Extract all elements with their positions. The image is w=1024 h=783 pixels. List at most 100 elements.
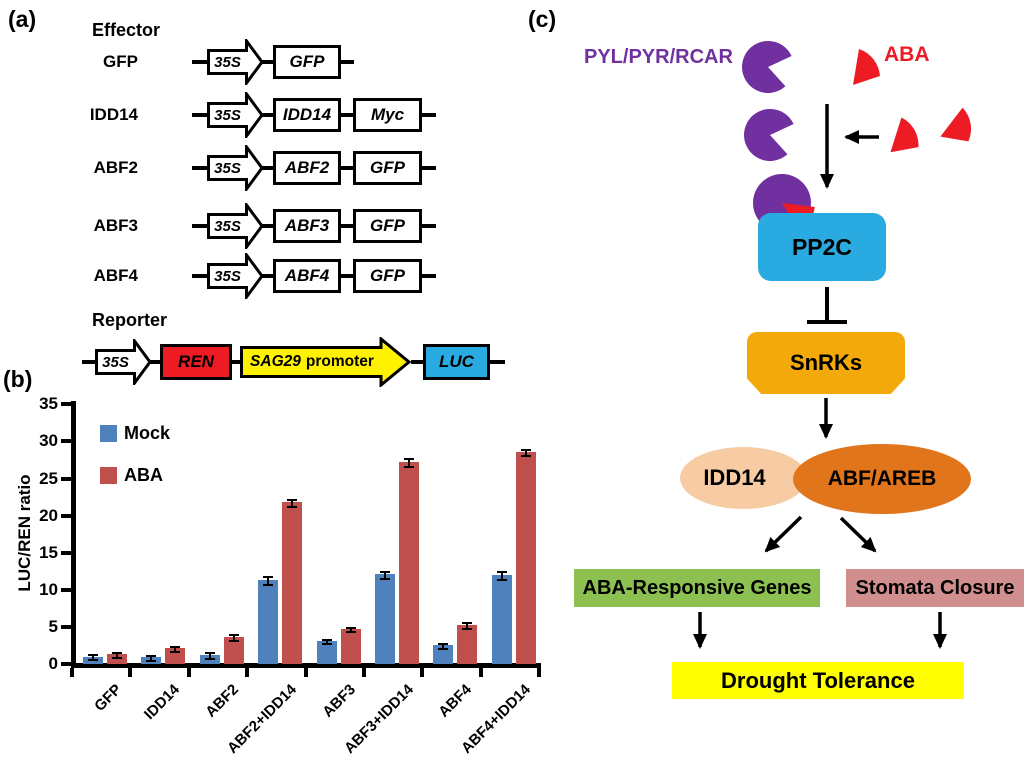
error-bar-stem	[349, 626, 352, 632]
connector-line	[149, 360, 161, 364]
node-aba-responsive-genes: ABA-Responsive Genes	[574, 569, 820, 607]
promoter-arrow: 35S	[207, 250, 264, 302]
error-bar-stem	[150, 655, 153, 660]
sag29-promoter-label: SAG29 promoter	[244, 349, 380, 375]
error-bar-cap	[88, 658, 98, 661]
promoter-label: 35S	[214, 267, 241, 285]
connector-line	[341, 224, 354, 228]
y-axis-line	[71, 401, 76, 668]
tag-box: GFP	[353, 259, 422, 293]
promoter-arrow: 35S	[207, 200, 264, 252]
connector-line	[490, 360, 505, 364]
promoter-label: 35S	[214, 53, 241, 71]
receptor-label: PYL/PYR/RCAR	[584, 46, 733, 68]
y-axis-tick-label: 30	[39, 431, 58, 451]
panel-b-label: (b)	[3, 366, 33, 392]
x-axis-tick	[478, 668, 483, 677]
block-arrow-icon	[207, 142, 264, 194]
error-bar-stem	[92, 654, 94, 659]
connector-line	[231, 360, 241, 364]
connector-line	[341, 113, 354, 117]
connector-line	[262, 274, 274, 278]
reporter-heading: Reporter	[92, 310, 168, 330]
construct-name: GFP	[103, 52, 138, 71]
promoter-label: 35S	[214, 106, 241, 124]
construct-row-gfp: GFP 35S GFP	[0, 36, 540, 88]
error-bar-stem	[524, 448, 527, 455]
error-bar-cap	[404, 465, 414, 468]
panel-a-label: (a)	[8, 6, 37, 32]
gene-box: IDD14	[273, 98, 341, 132]
error-bar-stem	[174, 645, 177, 651]
node-snrks: SnRKs	[747, 332, 905, 394]
gene-box: ABF4	[273, 259, 341, 293]
connector-line	[411, 360, 424, 364]
y-axis-tick-label: 15	[39, 542, 58, 562]
y-axis-tick	[61, 624, 71, 629]
bar-aba-ABF4+IDD14	[515, 451, 536, 664]
block-arrow-icon	[207, 36, 264, 88]
construct-name: IDD14	[89, 105, 138, 124]
error-bar-stem	[267, 576, 270, 584]
sag29-gene-name: SAG29	[250, 353, 301, 370]
luc-box: LUC	[423, 344, 490, 380]
connector-line	[192, 60, 208, 64]
bar-mock-ABF4+IDD14	[491, 574, 512, 664]
legend-swatch-aba	[100, 467, 117, 484]
gene-box: ABF2	[273, 151, 341, 185]
promoter-arrow: 35S	[207, 89, 264, 141]
tag-box: GFP	[353, 209, 422, 243]
error-bar-cap	[345, 631, 356, 634]
bar-aba-GFP	[107, 654, 127, 664]
promoter-word: promoter	[305, 353, 374, 370]
promoter-arrow: 35S	[207, 142, 264, 194]
error-bar-cap	[380, 577, 390, 580]
error-bar-cap	[204, 657, 215, 660]
node-pp2c: PP2C	[758, 213, 886, 281]
x-axis-tick	[128, 668, 133, 677]
inhibition-line	[825, 287, 829, 320]
error-bar-cap	[112, 656, 122, 659]
connector-line	[262, 60, 274, 64]
pyl-receptor-icon	[742, 40, 792, 93]
gene-box: ABF3	[273, 209, 341, 243]
aba-ligand-icon	[890, 117, 919, 153]
x-axis-tick	[420, 668, 425, 677]
block-arrow-icon	[207, 250, 264, 302]
connector-line	[82, 360, 96, 364]
promoter-arrow: 35S	[95, 336, 152, 388]
x-axis-tick	[303, 668, 308, 677]
y-axis-tick	[61, 550, 71, 555]
y-axis-tick	[61, 439, 71, 444]
bar-mock-ABF4	[433, 645, 454, 664]
sag29-promoter-arrow: SAG29 promoter	[240, 335, 412, 389]
ren-box: REN	[160, 344, 232, 380]
aba-label: ABA	[884, 43, 930, 66]
node-idd14: IDD14	[680, 447, 807, 509]
inhibition-bar	[807, 320, 847, 324]
node-abf-areb: ABF/AREB	[793, 444, 971, 514]
connector-line	[262, 166, 274, 170]
y-axis-tick-label: 0	[48, 654, 58, 673]
error-bar-stem	[291, 498, 294, 506]
error-bar-stem	[325, 639, 328, 643]
x-axis-tick	[245, 668, 250, 677]
block-arrow-icon	[240, 335, 412, 389]
connector-line	[422, 113, 436, 117]
legend-label-aba: ABA	[124, 465, 163, 485]
construct-name: ABF4	[93, 266, 138, 285]
pyl-receptor-icon	[744, 108, 794, 161]
y-axis-tick-label: 20	[39, 505, 58, 525]
construct-name: ABF2	[93, 158, 138, 177]
error-bar-cap	[496, 578, 507, 581]
promoter-arrow: 35S	[207, 36, 264, 88]
construct-name: ABF3	[93, 216, 138, 235]
construct-row-abf4: ABF4 35S ABF4 GFP	[0, 250, 540, 302]
connector-line	[262, 113, 274, 117]
y-axis-tick	[61, 513, 71, 518]
y-axis-tick-label: 35	[39, 394, 58, 414]
error-bar-cap	[228, 640, 239, 643]
error-bar-stem	[232, 634, 235, 641]
connector-line	[192, 113, 208, 117]
